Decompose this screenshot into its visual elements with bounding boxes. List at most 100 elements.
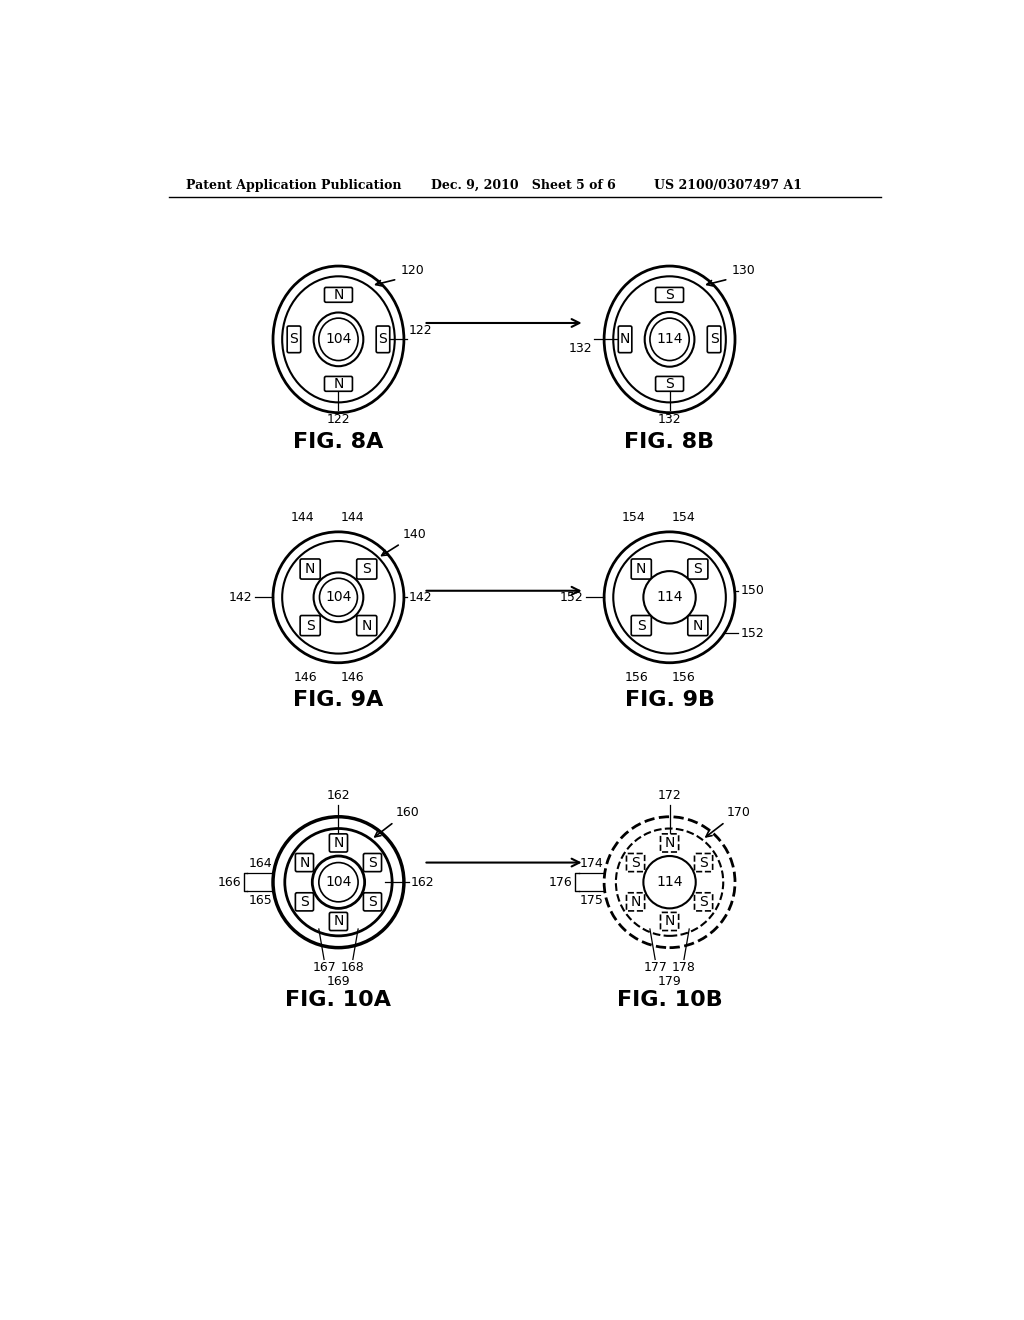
- FancyBboxPatch shape: [287, 326, 301, 352]
- Text: Patent Application Publication: Patent Application Publication: [186, 178, 401, 191]
- Text: N: N: [631, 895, 641, 909]
- Text: S: S: [699, 895, 708, 909]
- Text: 104: 104: [326, 333, 351, 346]
- Text: S: S: [379, 333, 387, 346]
- FancyBboxPatch shape: [295, 892, 313, 911]
- Text: 150: 150: [740, 585, 764, 597]
- FancyBboxPatch shape: [660, 912, 679, 931]
- Text: FIG. 10A: FIG. 10A: [286, 990, 391, 1010]
- Circle shape: [604, 532, 735, 663]
- Text: 162: 162: [327, 789, 350, 803]
- FancyBboxPatch shape: [655, 376, 684, 391]
- Circle shape: [273, 817, 403, 948]
- Text: 156: 156: [625, 671, 649, 684]
- FancyBboxPatch shape: [364, 892, 382, 911]
- Circle shape: [604, 817, 735, 948]
- FancyBboxPatch shape: [330, 912, 347, 931]
- FancyBboxPatch shape: [688, 615, 708, 636]
- Text: 144: 144: [341, 511, 365, 524]
- Circle shape: [318, 862, 358, 902]
- Text: S: S: [306, 619, 314, 632]
- Text: N: N: [665, 836, 675, 850]
- Circle shape: [319, 578, 357, 616]
- Ellipse shape: [613, 276, 726, 403]
- Text: 142: 142: [228, 591, 252, 603]
- Text: N: N: [665, 915, 675, 928]
- FancyBboxPatch shape: [618, 326, 632, 352]
- Text: N: N: [692, 619, 703, 632]
- Text: 170: 170: [727, 807, 751, 820]
- Text: 154: 154: [672, 511, 696, 524]
- Text: 169: 169: [327, 975, 350, 989]
- FancyBboxPatch shape: [660, 834, 679, 851]
- Ellipse shape: [645, 312, 694, 367]
- FancyBboxPatch shape: [376, 326, 390, 352]
- Text: FIG. 8B: FIG. 8B: [625, 432, 715, 453]
- FancyBboxPatch shape: [627, 892, 645, 911]
- Text: 132: 132: [568, 342, 592, 355]
- FancyBboxPatch shape: [631, 558, 651, 579]
- Text: S: S: [710, 333, 719, 346]
- FancyBboxPatch shape: [708, 326, 721, 352]
- Text: 146: 146: [294, 671, 317, 684]
- Text: 154: 154: [622, 511, 645, 524]
- FancyBboxPatch shape: [356, 558, 377, 579]
- Ellipse shape: [650, 318, 689, 360]
- Circle shape: [285, 829, 392, 936]
- Ellipse shape: [283, 276, 394, 403]
- Text: 179: 179: [657, 975, 681, 989]
- Text: FIG. 9B: FIG. 9B: [625, 690, 715, 710]
- Text: 122: 122: [410, 323, 433, 337]
- Text: S: S: [699, 855, 708, 870]
- Text: N: N: [620, 333, 630, 346]
- Text: N: N: [305, 562, 315, 576]
- FancyBboxPatch shape: [688, 558, 708, 579]
- Text: 120: 120: [400, 264, 424, 276]
- Text: 132: 132: [657, 413, 681, 425]
- Text: 167: 167: [312, 961, 336, 974]
- Text: S: S: [631, 855, 640, 870]
- Circle shape: [613, 541, 726, 653]
- Circle shape: [312, 857, 365, 908]
- Text: 162: 162: [411, 875, 434, 888]
- Text: S: S: [290, 333, 298, 346]
- Text: S: S: [362, 562, 371, 576]
- Circle shape: [643, 857, 695, 908]
- FancyBboxPatch shape: [330, 834, 347, 851]
- FancyBboxPatch shape: [300, 615, 321, 636]
- FancyBboxPatch shape: [655, 288, 684, 302]
- FancyBboxPatch shape: [295, 854, 313, 871]
- Circle shape: [313, 573, 364, 622]
- Text: 177: 177: [643, 961, 667, 974]
- FancyBboxPatch shape: [631, 615, 651, 636]
- Text: 114: 114: [656, 875, 683, 890]
- Text: US 2100/0307497 A1: US 2100/0307497 A1: [654, 178, 802, 191]
- Text: S: S: [666, 288, 674, 302]
- Text: 164: 164: [249, 858, 272, 870]
- Text: N: N: [636, 562, 646, 576]
- Circle shape: [273, 532, 403, 663]
- Text: 114: 114: [656, 333, 683, 346]
- FancyBboxPatch shape: [694, 892, 713, 911]
- FancyBboxPatch shape: [300, 558, 321, 579]
- Text: FIG. 8A: FIG. 8A: [293, 432, 384, 453]
- Circle shape: [643, 572, 695, 623]
- Text: 104: 104: [326, 590, 351, 605]
- FancyBboxPatch shape: [325, 376, 352, 391]
- Text: S: S: [368, 895, 377, 909]
- Text: N: N: [361, 619, 372, 632]
- Text: S: S: [666, 376, 674, 391]
- FancyBboxPatch shape: [356, 615, 377, 636]
- Text: N: N: [333, 376, 344, 391]
- Text: FIG. 9A: FIG. 9A: [293, 690, 384, 710]
- Text: 175: 175: [580, 894, 604, 907]
- FancyBboxPatch shape: [325, 288, 352, 302]
- Text: 168: 168: [341, 961, 365, 974]
- Text: Dec. 9, 2010   Sheet 5 of 6: Dec. 9, 2010 Sheet 5 of 6: [431, 178, 615, 191]
- Ellipse shape: [604, 267, 735, 413]
- FancyBboxPatch shape: [694, 854, 713, 871]
- Text: 166: 166: [217, 875, 241, 888]
- Text: S: S: [637, 619, 646, 632]
- Text: N: N: [333, 836, 344, 850]
- Text: 114: 114: [656, 590, 683, 605]
